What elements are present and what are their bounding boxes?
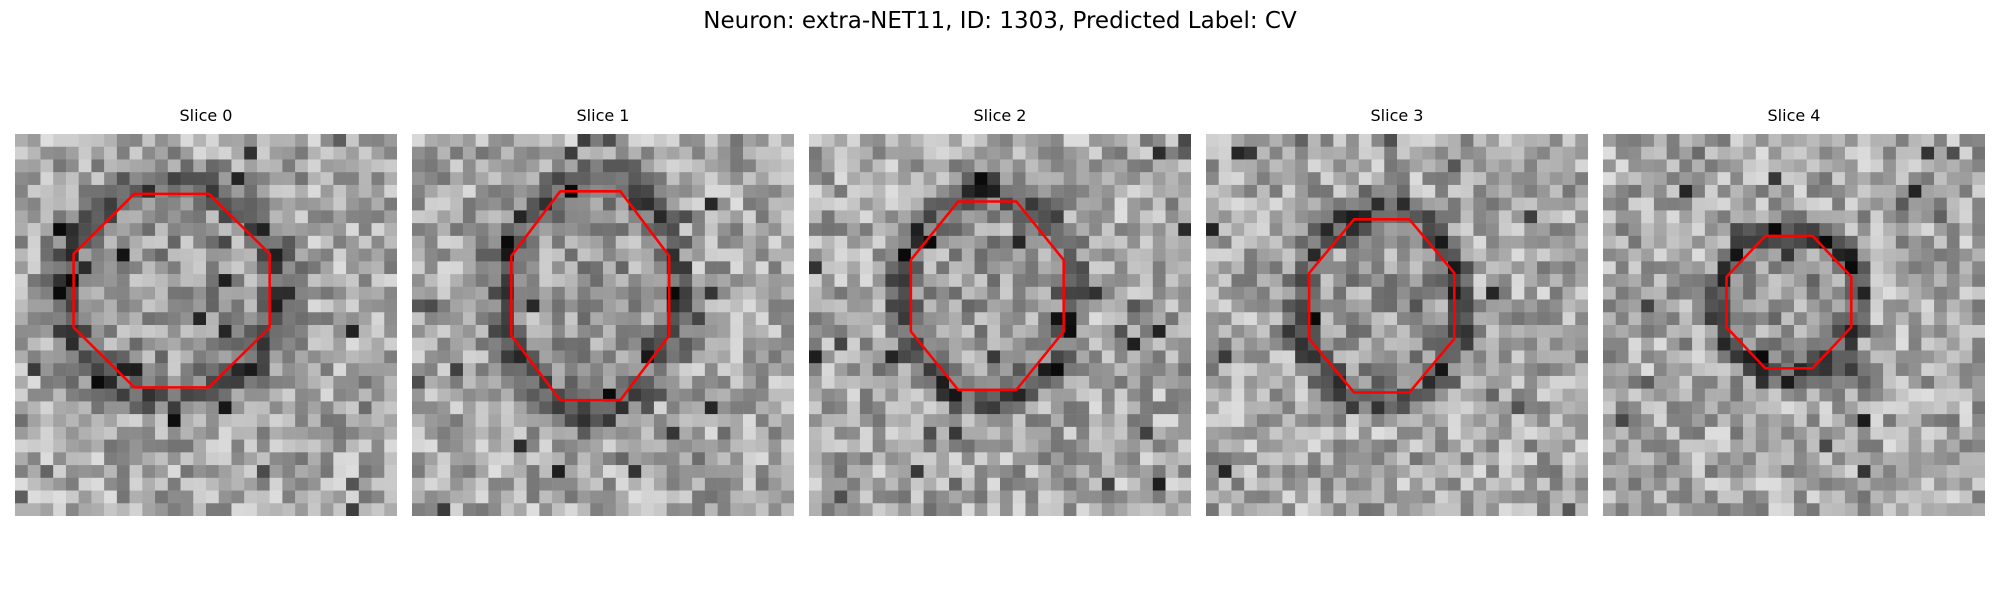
slice-title-3: Slice 3: [1370, 106, 1424, 125]
segmentation-contour: [72, 192, 271, 389]
slice-image-0: [15, 134, 397, 516]
segmentation-contour: [909, 200, 1065, 392]
segmentation-contour: [1307, 218, 1456, 394]
slice-image-4: [1603, 134, 1985, 516]
slice-image-1: [412, 134, 794, 516]
segmentation-contour: [510, 190, 671, 402]
segmentation-contour: [1725, 234, 1853, 370]
slice-image-3: [1206, 134, 1588, 516]
figure-title: Neuron: extra-NET11, ID: 1303, Predicted…: [703, 8, 1297, 34]
slice-title-0: Slice 0: [179, 106, 233, 125]
slice-title-2: Slice 2: [973, 106, 1027, 125]
slice-title-1: Slice 1: [576, 106, 630, 125]
slice-image-2: [809, 134, 1191, 516]
slice-title-4: Slice 4: [1767, 106, 1821, 125]
